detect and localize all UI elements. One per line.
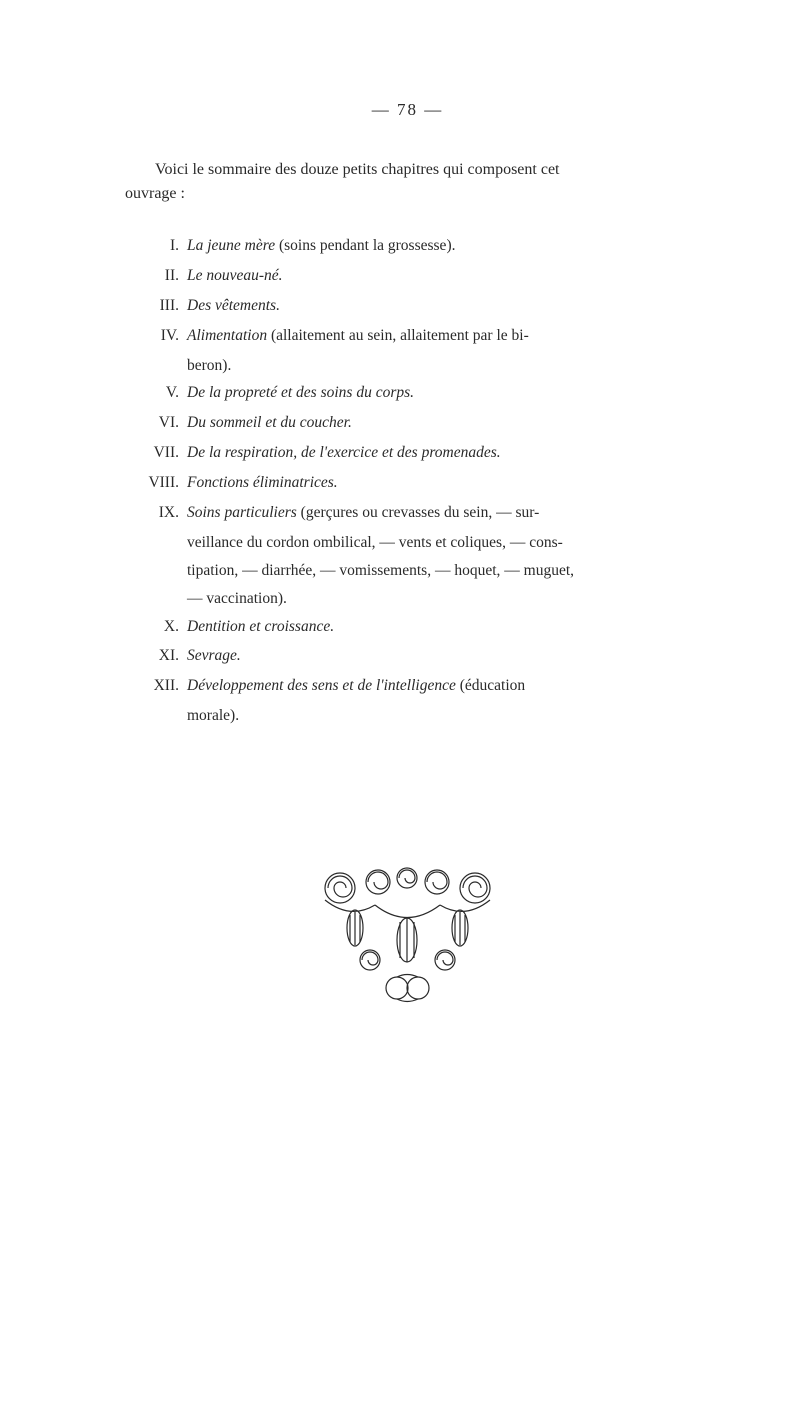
chapter-num: XI. xyxy=(125,642,187,670)
chapter-text: Fonctions éliminatrices. xyxy=(187,469,690,497)
chapter-text: Soins particuliers (gerçures ou crevasse… xyxy=(187,499,690,527)
page-content: — 78 — Voici le sommaire des douze petit… xyxy=(0,0,800,1070)
chapter-item: VII. De la respiration, de l'exercice et… xyxy=(125,439,690,467)
chapter-text: De la propreté et des soins du corps. xyxy=(187,379,690,407)
chapter-text: Développement des sens et de l'intellige… xyxy=(187,672,690,700)
chapter-text: Alimentation (allaitement au sein, allai… xyxy=(187,322,690,350)
chapter-continuation: tipation, — diarrhée, — vomissements, — … xyxy=(125,557,690,585)
chapter-text: De la respiration, de l'exercice et des … xyxy=(187,439,690,467)
ornament-icon xyxy=(125,860,690,1010)
chapter-item: II. Le nouveau-né. xyxy=(125,262,690,290)
chapter-num: IV. xyxy=(125,322,187,350)
chapter-num: IX. xyxy=(125,499,187,527)
chapter-num: I. xyxy=(125,232,187,260)
chapter-continuation: veillance du cordon ombilical, — vents e… xyxy=(125,529,690,557)
chapter-item: III. Des vêtements. xyxy=(125,292,690,320)
chapter-num: XII. xyxy=(125,672,187,700)
chapter-num: X. xyxy=(125,613,187,641)
chapter-text: Sevrage. xyxy=(187,642,690,670)
chapter-text: Dentition et croissance. xyxy=(187,613,690,641)
chapter-item: I. La jeune mère (soins pendant la gross… xyxy=(125,232,690,260)
chapter-continuation: — vaccination). xyxy=(125,585,690,613)
chapter-item: XI. Sevrage. xyxy=(125,642,690,670)
chapter-num: V. xyxy=(125,379,187,407)
chapter-item: IV. Alimentation (allaitement au sein, a… xyxy=(125,322,690,350)
chapter-continuation: beron). xyxy=(125,352,690,380)
page-number: — 78 — xyxy=(125,100,690,120)
chapter-text: Du sommeil et du coucher. xyxy=(187,409,690,437)
chapter-text: Des vêtements. xyxy=(187,292,690,320)
chapter-num: VII. xyxy=(125,439,187,467)
chapter-num: III. xyxy=(125,292,187,320)
chapter-item: VI. Du sommeil et du coucher. xyxy=(125,409,690,437)
chapter-continuation: morale). xyxy=(125,702,690,730)
chapter-item: V. De la propreté et des soins du corps. xyxy=(125,379,690,407)
chapter-item: IX. Soins particuliers (gerçures ou crev… xyxy=(125,499,690,527)
intro-line2: ouvrage : xyxy=(125,185,185,202)
chapter-list: I. La jeune mère (soins pendant la gross… xyxy=(125,232,690,730)
chapter-item: XII. Développement des sens et de l'inte… xyxy=(125,672,690,700)
chapter-item: X. Dentition et croissance. xyxy=(125,613,690,641)
chapter-num: VIII. xyxy=(125,469,187,497)
intro-text: Voici le sommaire des douze petits chapi… xyxy=(125,158,690,206)
intro-line1: Voici le sommaire des douze petits chapi… xyxy=(155,161,559,178)
chapter-item: VIII. Fonctions éliminatrices. xyxy=(125,469,690,497)
chapter-text: Le nouveau-né. xyxy=(187,262,690,290)
chapter-text: La jeune mère (soins pendant la grossess… xyxy=(187,232,690,260)
chapter-num: VI. xyxy=(125,409,187,437)
chapter-num: II. xyxy=(125,262,187,290)
